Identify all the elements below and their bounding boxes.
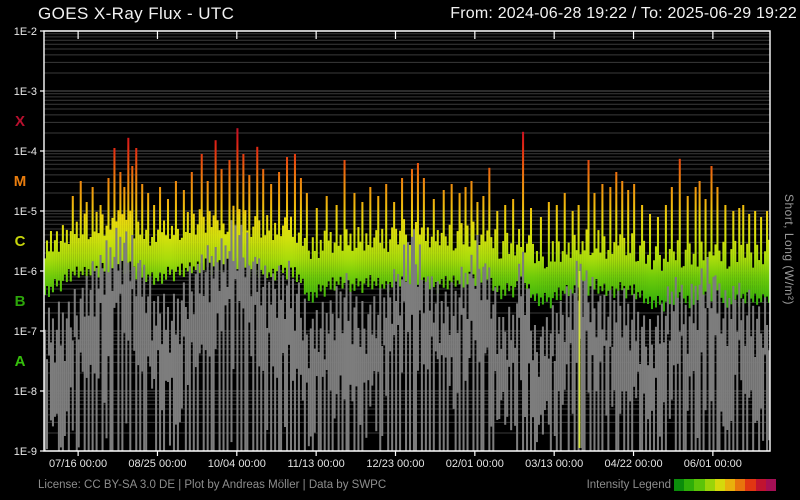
legend-color-swatch — [694, 479, 705, 491]
axes-frame — [43, 30, 771, 452]
x-tick-label: 03/13 00:00 — [525, 458, 583, 470]
y-tick-label: 1E-9 — [14, 446, 37, 458]
x-tick-label: 07/16 00:00 — [49, 458, 107, 470]
flare-class-m: M — [14, 173, 27, 190]
x-tick-label: 08/25 00:00 — [128, 458, 186, 470]
legend-color-swatch — [735, 479, 746, 491]
legend-color-swatch — [725, 479, 736, 491]
y-tick-label: 1E-6 — [14, 266, 37, 278]
legend-color-swatch — [765, 479, 777, 491]
right-axis-label: Short, Long (W/m²) — [782, 194, 796, 306]
axis-labels: 07/16 00:00 08/25 00:00 10/04 00:00 11/13 0… — [14, 26, 742, 470]
y-tick-label: 1E-3 — [14, 86, 37, 98]
y-tick-label: 1E-8 — [14, 386, 37, 398]
long-flux-series — [44, 128, 771, 312]
intensity-legend-bar — [674, 479, 777, 491]
time-range-label: From: 2024-06-28 19:22 / To: 2025-06-29 … — [450, 5, 797, 22]
x-tick-label: 06/01 00:00 — [684, 458, 742, 470]
license-text: License: CC BY-SA 3.0 DE | Plot by Andre… — [38, 479, 387, 491]
data-gap-marker — [578, 271, 583, 448]
short-flux-series — [44, 220, 771, 451]
x-tick-label: 12/23 00:00 — [366, 458, 424, 470]
legend-color-swatch — [714, 479, 726, 491]
flare-class-b: B — [15, 293, 26, 310]
legend-color-swatch — [755, 479, 766, 491]
flare-class-x: X — [15, 113, 25, 130]
flare-class-a: A — [15, 353, 26, 370]
intensity-legend-label: Intensity Legend — [586, 479, 671, 491]
legend-color-swatch — [704, 479, 715, 491]
y-tick-label: 1E-5 — [14, 206, 37, 218]
x-tick-label: 04/22 00:00 — [604, 458, 662, 470]
x-tick-label: 10/04 00:00 — [208, 458, 266, 470]
y-tick-label: 1E-2 — [14, 26, 37, 38]
legend-color-swatch — [684, 479, 695, 491]
page-title: GOES X-Ray Flux - UTC — [38, 4, 235, 23]
axis-ticks — [40, 30, 714, 456]
legend-color-swatch — [674, 479, 685, 491]
flare-class-c: C — [15, 233, 26, 250]
x-tick-label: 02/01 00:00 — [446, 458, 504, 470]
flare-class-labels: X M C B A — [14, 113, 27, 370]
legend-color-swatch — [745, 479, 756, 491]
x-tick-label: 11/13 00:00 — [288, 458, 345, 470]
y-tick-label: 1E-4 — [14, 146, 37, 158]
y-tick-label: 1E-7 — [14, 326, 37, 338]
